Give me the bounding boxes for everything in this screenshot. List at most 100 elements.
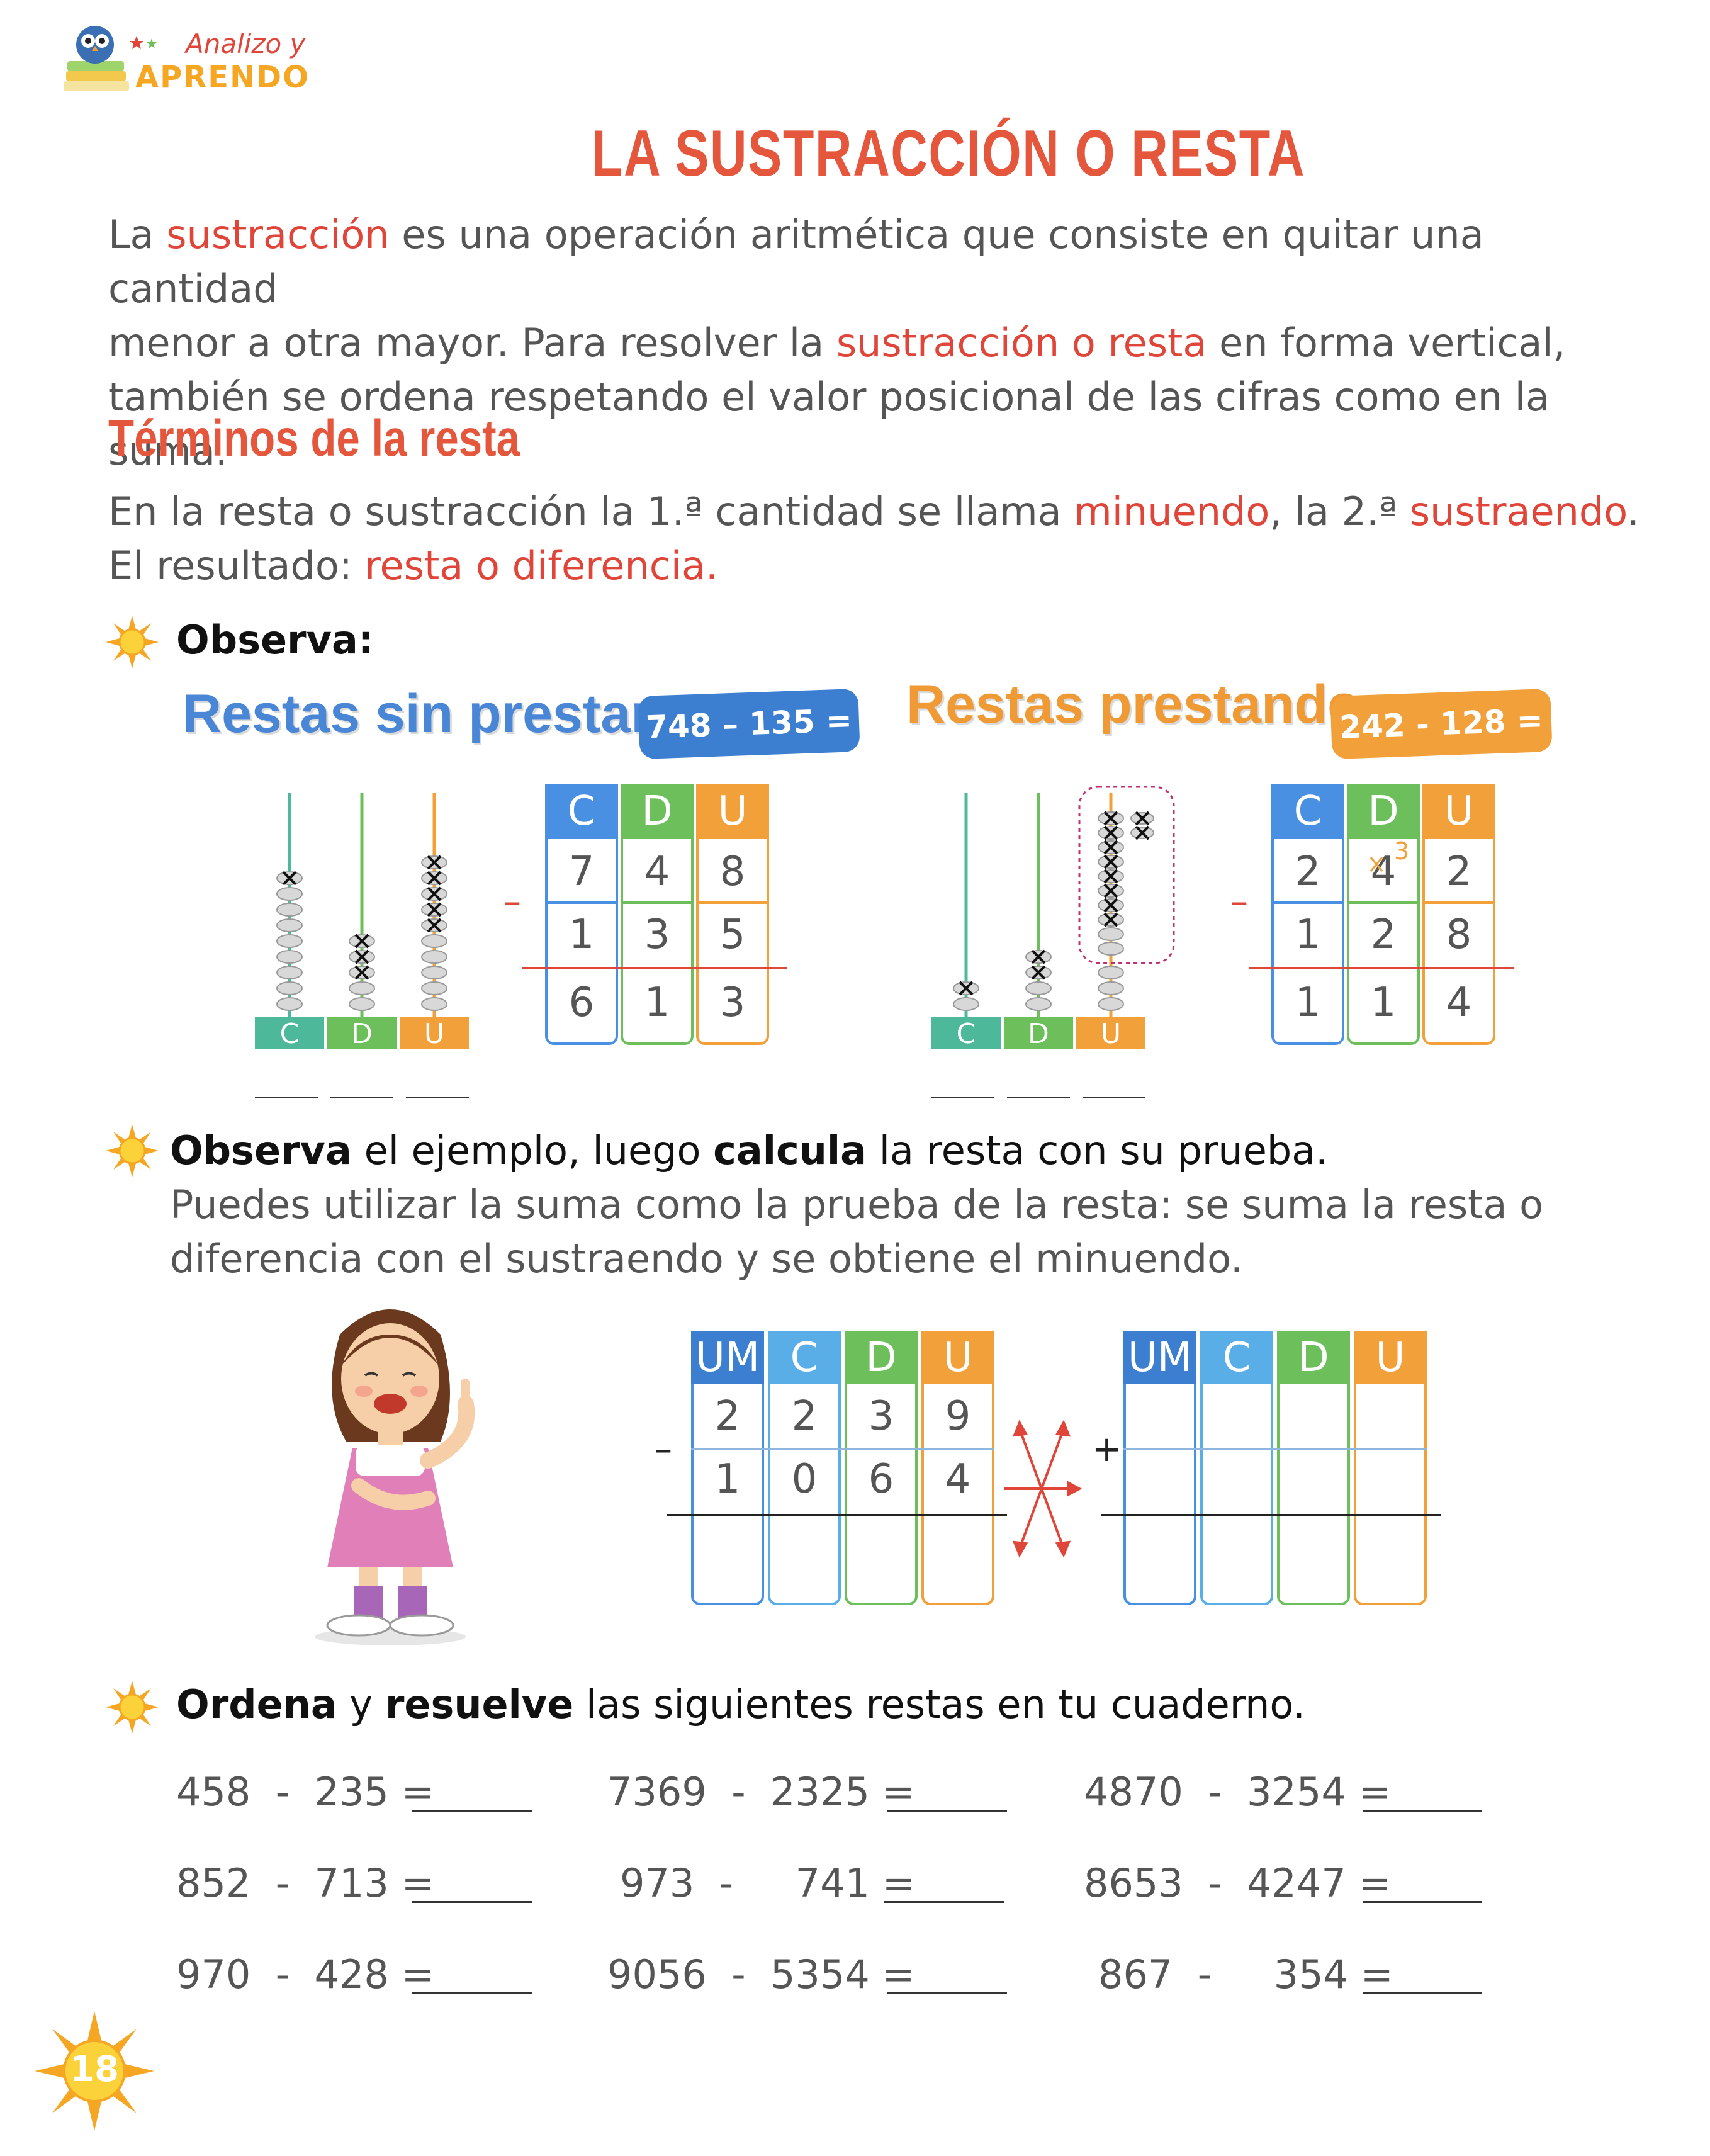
header-d: D (1347, 784, 1420, 839)
subtrahend-digit: 1 (1295, 912, 1321, 958)
header-c: C (1271, 784, 1344, 839)
answer-blank[interactable] (330, 1097, 393, 1098)
result-line (1249, 967, 1514, 969)
terms-heading: Términos de la resta (108, 410, 520, 467)
header-u: U (921, 1331, 994, 1384)
subtrahend-digit: 5 (719, 912, 746, 958)
exercise: 458 - 235 = (176, 1769, 434, 1815)
intro-paragraph: La sustracción es una operación aritméti… (108, 208, 1650, 478)
header-u: U (1354, 1331, 1427, 1384)
abacus-label-u: U (424, 1018, 445, 1050)
subtrahend-digit: 1 (714, 1456, 741, 1503)
result-digit: 3 (719, 979, 746, 1026)
answer-blank[interactable] (887, 1992, 1007, 1994)
borrow-digit: 3 (1394, 837, 1410, 865)
header-d: D (621, 784, 694, 839)
exercise: 4870 - 3254 = (1084, 1769, 1392, 1815)
girl-illustration (315, 1309, 475, 1645)
minuend-digit: 2 (1446, 849, 1472, 895)
row-divider (1123, 1448, 1427, 1450)
answer-blank[interactable] (412, 1810, 532, 1812)
result-digit: 4 (1446, 979, 1472, 1026)
answer-blank[interactable] (1363, 1810, 1482, 1812)
minuend-digit: 4 (1370, 849, 1397, 895)
observe-line-2: Puedes utilizar la suma como la prueba d… (170, 1182, 1544, 1228)
row-divider (621, 901, 694, 904)
answer-blank[interactable] (412, 1901, 532, 1903)
answer-blank[interactable] (1007, 1097, 1070, 1098)
exercise: 973 - 741 = (620, 1860, 915, 1906)
observe-line-3: diferencia con el sustraendo y se obtien… (170, 1236, 1243, 1282)
result-line (522, 967, 787, 969)
logo-line1: Analizo y (186, 28, 306, 59)
header-c: C (545, 784, 618, 839)
subtrahend-digit: 4 (945, 1456, 971, 1503)
header-u: U (696, 784, 769, 839)
row-divider (1422, 901, 1495, 904)
sun-icon (106, 616, 159, 669)
logo: Analizo y APRENDO (60, 16, 308, 98)
plus-sign: + (1092, 1429, 1122, 1470)
observe-label: Observa: (176, 617, 374, 663)
header-d: D (1277, 1331, 1350, 1384)
answer-blank[interactable] (1083, 1097, 1145, 1098)
header-u: U (1422, 784, 1495, 839)
minuend-digit: 2 (714, 1393, 741, 1440)
minuend-digit: 7 (568, 849, 595, 895)
subtrahend-digit: 0 (791, 1456, 818, 1503)
intro-line-3: también se ordena respetando el valor po… (108, 374, 1550, 474)
exercise: 9056 - 5354 = (607, 1951, 915, 1997)
abacus-prestando (931, 786, 1175, 1049)
terms-paragraph: En la resta o sustracción la 1.ª cantida… (108, 485, 1650, 593)
abacus-label-c: C (956, 1018, 976, 1050)
answer-blank[interactable] (887, 1810, 1007, 1812)
owl-books-icon (64, 26, 129, 91)
answer-blank[interactable] (931, 1097, 994, 1098)
exercise: 867 - 354 = (1098, 1951, 1393, 1997)
intro-line-1: La sustracción es una operación aritméti… (108, 212, 1484, 312)
result-digit: 1 (644, 979, 670, 1026)
abacus-label-d: D (1028, 1018, 1049, 1050)
stars-icon (130, 36, 157, 49)
answer-blank[interactable] (406, 1097, 469, 1098)
answer-blank[interactable] (1363, 1901, 1482, 1903)
header-um: UM (1123, 1331, 1196, 1384)
row-divider (1271, 901, 1344, 904)
row-divider (1347, 901, 1420, 904)
crossed-out-mark (1370, 857, 1383, 872)
terms-line-2: El resultado: resta o diferencia. (108, 543, 718, 589)
minuend-digit: 8 (719, 849, 746, 895)
minuend-digit: 4 (644, 849, 670, 895)
sin-prestar-badge: 748 – 135 = (638, 688, 860, 760)
answer-blank[interactable] (884, 1901, 1004, 1903)
minuend-digit: 2 (1295, 849, 1321, 895)
row-divider (696, 901, 769, 904)
page-number: 18 (70, 2049, 119, 2090)
answer-blank[interactable] (1363, 1992, 1482, 1994)
abacus-label-d: D (351, 1018, 373, 1050)
minuend-digit: 9 (945, 1393, 971, 1440)
page-title: LA SUSTRACCIÓN O RESTA (592, 117, 1305, 190)
minus-sign: – (503, 881, 521, 922)
result-digit: 1 (1295, 979, 1321, 1026)
minus-sign: – (1230, 881, 1248, 922)
subtrahend-digit: 6 (868, 1456, 894, 1503)
result-line (667, 1514, 1007, 1516)
minus-sign: – (655, 1429, 672, 1470)
prestando-label: Restas prestando (906, 674, 1361, 735)
row-divider (691, 1448, 994, 1450)
exercise: 970 - 428 = (176, 1951, 434, 1997)
exercise: 7369 - 2325 = (607, 1769, 915, 1815)
result-digit: 6 (568, 979, 595, 1026)
answer-blank[interactable] (412, 1992, 532, 1994)
terms-line-1: En la resta o sustracción la 1.ª cantida… (108, 488, 1640, 534)
answer-blank[interactable] (255, 1097, 318, 1098)
abacus-label-c: C (279, 1018, 300, 1050)
observe-instructions: Observa el ejemplo, luego calcula la res… (170, 1124, 1617, 1286)
sin-prestar-label: Restas sin prestar (183, 684, 652, 744)
page-number-sun-icon (35, 2011, 154, 2131)
result-line (1101, 1514, 1441, 1516)
subtrahend-digit: 2 (1370, 912, 1397, 958)
header-c: C (1200, 1331, 1273, 1384)
abacus-sin-prestar (255, 793, 469, 1049)
